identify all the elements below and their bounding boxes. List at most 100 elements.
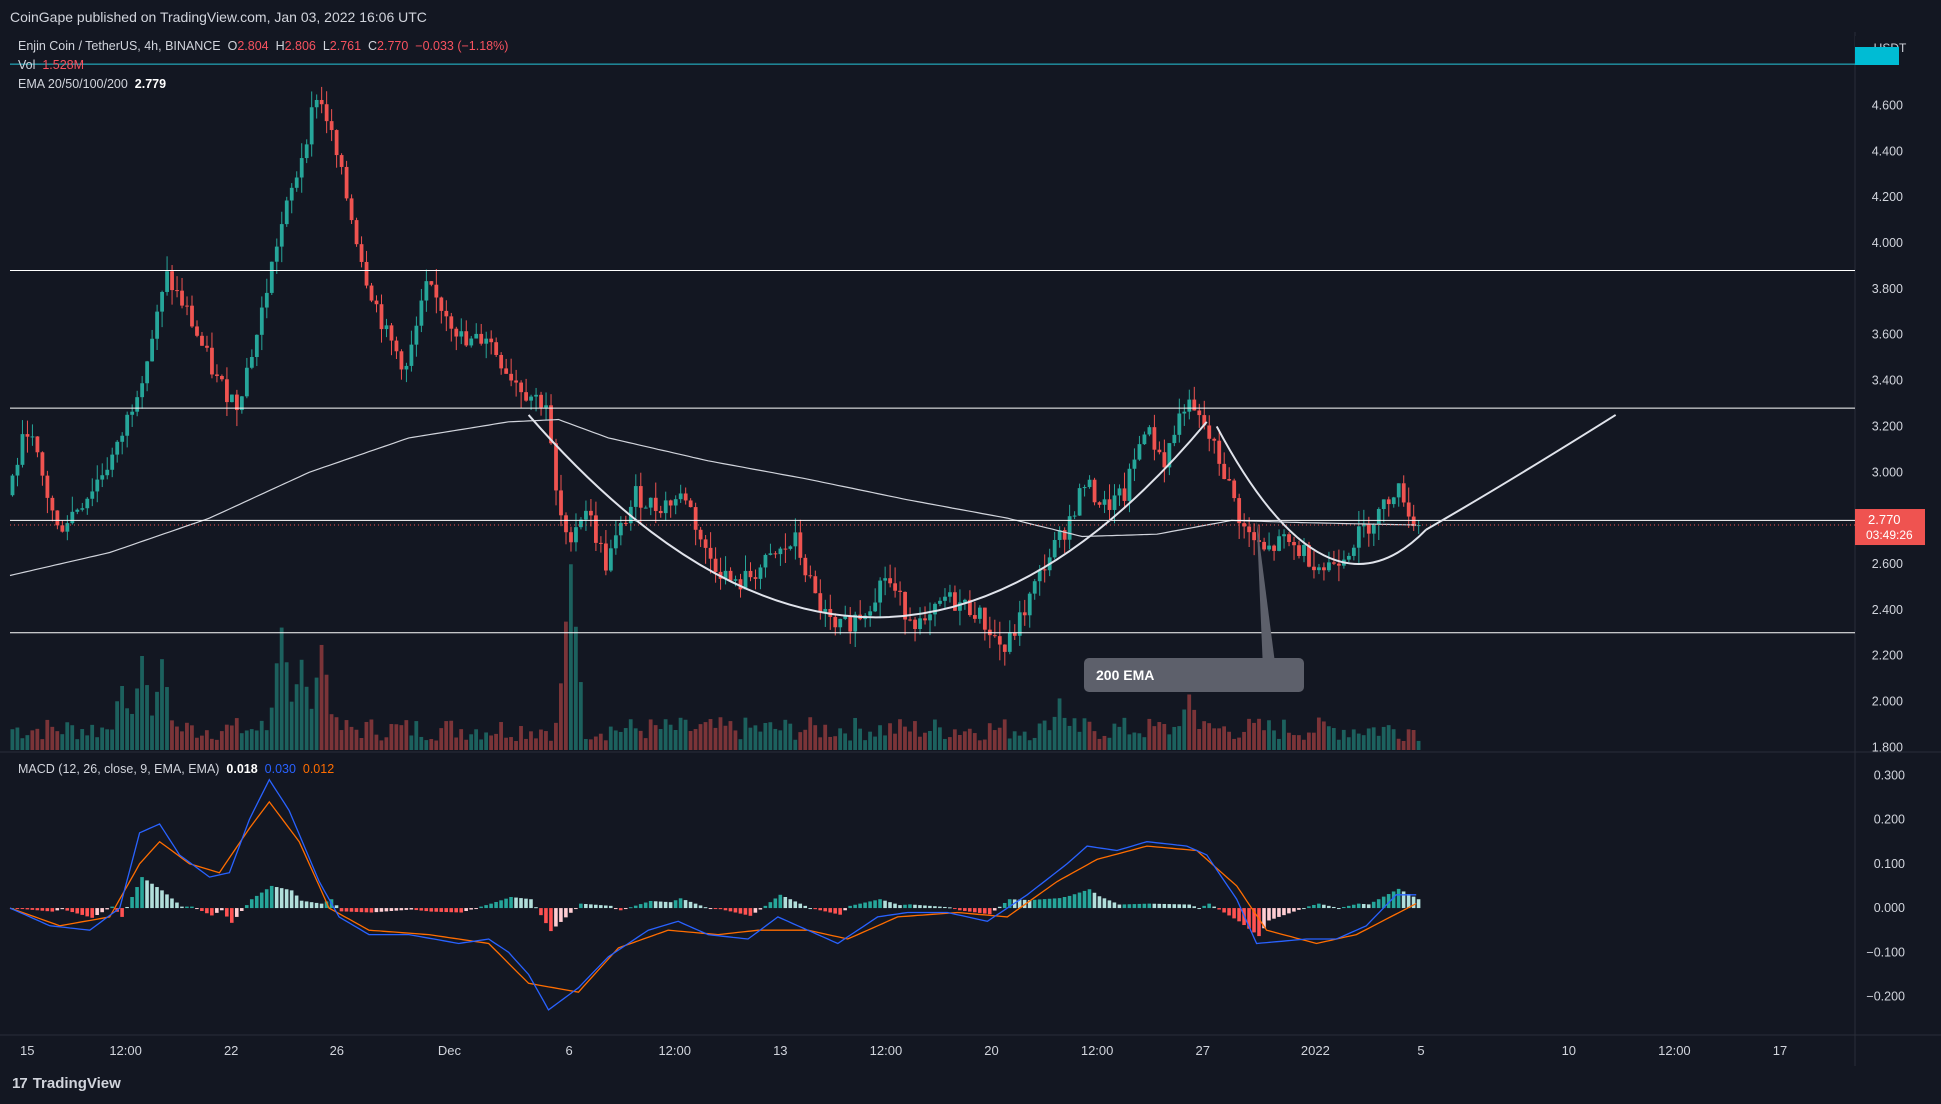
candle-body: [304, 144, 309, 159]
candle-body: [1322, 567, 1326, 571]
candle-body: [215, 374, 219, 376]
macd-histogram-bar: [289, 890, 294, 909]
volume-bar: [683, 719, 688, 750]
volume-bar: [808, 717, 813, 750]
volume-bar: [843, 733, 848, 750]
macd-histogram-bar: [638, 904, 643, 909]
candle-body: [289, 187, 294, 201]
candle-body: [539, 394, 543, 408]
macd-histogram-bar: [145, 880, 149, 909]
candle-body: [1092, 479, 1097, 503]
candle-body: [773, 553, 778, 555]
tradingview-logo[interactable]: 17 TradingView: [12, 1075, 121, 1092]
candle-body: [1062, 530, 1067, 540]
macd-histogram-bar: [389, 908, 394, 912]
candle-body: [155, 311, 159, 339]
macd-histogram-bar: [210, 908, 214, 916]
candle-body: [1197, 410, 1202, 416]
candle-body: [339, 155, 344, 167]
volume-bar: [125, 708, 129, 750]
macd-histogram-bar: [524, 898, 528, 909]
callout-box[interactable]: [1084, 658, 1304, 692]
macd-histogram-bar: [1117, 904, 1122, 909]
volume-bar: [1017, 735, 1022, 750]
volume-bar: [1242, 731, 1246, 750]
candle-body: [170, 271, 174, 291]
candle-body: [888, 578, 893, 584]
macd-histogram-bar: [1027, 900, 1032, 909]
high-price-marker: [1855, 47, 1899, 65]
handle-curve[interactable]: [1215, 425, 1427, 565]
macd-histogram-bar: [70, 908, 75, 913]
volume-bar: [110, 729, 115, 750]
candle-body: [379, 304, 384, 330]
macd-histogram-bar: [1337, 908, 1341, 910]
volume-bar: [85, 735, 90, 750]
candle-body: [185, 305, 189, 307]
last-price-tag[interactable]: [1855, 509, 1925, 546]
macd-histogram-bar: [1227, 908, 1231, 916]
volume-bar: [324, 674, 329, 750]
macd-histogram-bar: [1411, 896, 1416, 909]
volume-bar: [1406, 729, 1411, 750]
price-chart[interactable]: 200 EMA 1.800 2.000 2.200 2.400 2.600 3.000 3.…: [0, 0, 1941, 1066]
macd-histogram-bar: [110, 906, 114, 909]
volume-bar: [693, 729, 698, 750]
candle-body: [299, 158, 304, 178]
volume-bar: [893, 733, 897, 750]
candle-countdown: 03:49:26: [1866, 528, 1913, 542]
candle-body: [1262, 541, 1266, 550]
volume-bar: [883, 735, 887, 750]
candle-body: [369, 285, 374, 301]
candle-body: [205, 345, 209, 348]
volume-bar: [334, 717, 339, 750]
macd-histogram-bar: [618, 908, 623, 911]
volume-bar: [1162, 724, 1167, 750]
candle-body: [793, 532, 798, 547]
macd-histogram-bar: [200, 908, 204, 912]
candle-body: [1057, 530, 1062, 540]
macd-histogram-bar: [1401, 891, 1406, 909]
macd-histogram-bar: [1182, 904, 1187, 909]
volume-bar: [70, 725, 75, 750]
candle-body: [1272, 545, 1276, 551]
candle-body: [110, 454, 115, 470]
volume-bar: [1057, 698, 1062, 750]
time-tick-label: 12:00: [870, 1043, 903, 1058]
volume-bar: [30, 730, 35, 750]
candle-body: [958, 602, 962, 611]
candle-body: [1007, 632, 1012, 652]
price-tick-label: 4.400: [1872, 144, 1903, 158]
cup-curve[interactable]: [527, 414, 1208, 619]
macd-histogram-bar: [434, 908, 439, 912]
candle-body: [908, 619, 912, 621]
volume-bar: [120, 686, 124, 750]
macd-histogram-bar: [883, 900, 887, 909]
candle-body: [1182, 411, 1187, 414]
macd-histogram-bar: [1351, 904, 1356, 909]
macd-histogram-bar: [334, 905, 339, 909]
candle-body: [259, 307, 264, 335]
macd-histogram-bar: [693, 903, 698, 909]
candle-body: [239, 396, 244, 411]
projection-curve[interactable]: [1425, 414, 1617, 531]
macd-tick-label: 0.200: [1874, 813, 1905, 827]
candle-body: [125, 414, 130, 436]
macd-histogram-bar: [1322, 904, 1326, 909]
volume-bar: [50, 726, 55, 750]
time-tick-label: 2022: [1301, 1043, 1330, 1058]
volume-bar: [942, 738, 947, 750]
candle-body: [1307, 544, 1311, 567]
macd-label: MACD (12, 26, close, 9, EMA, EMA): [18, 762, 220, 776]
volume-bar: [1326, 726, 1331, 750]
volume-bar: [299, 659, 304, 750]
candle-body: [70, 511, 75, 524]
volume-bar: [309, 708, 314, 750]
candle-body: [210, 347, 214, 375]
candle-body: [225, 379, 229, 403]
volume-bar: [673, 729, 678, 750]
volume-bar: [1107, 737, 1112, 750]
macd-histogram-bar: [987, 908, 992, 915]
candle-body: [85, 498, 90, 509]
candle-body: [1277, 536, 1281, 551]
